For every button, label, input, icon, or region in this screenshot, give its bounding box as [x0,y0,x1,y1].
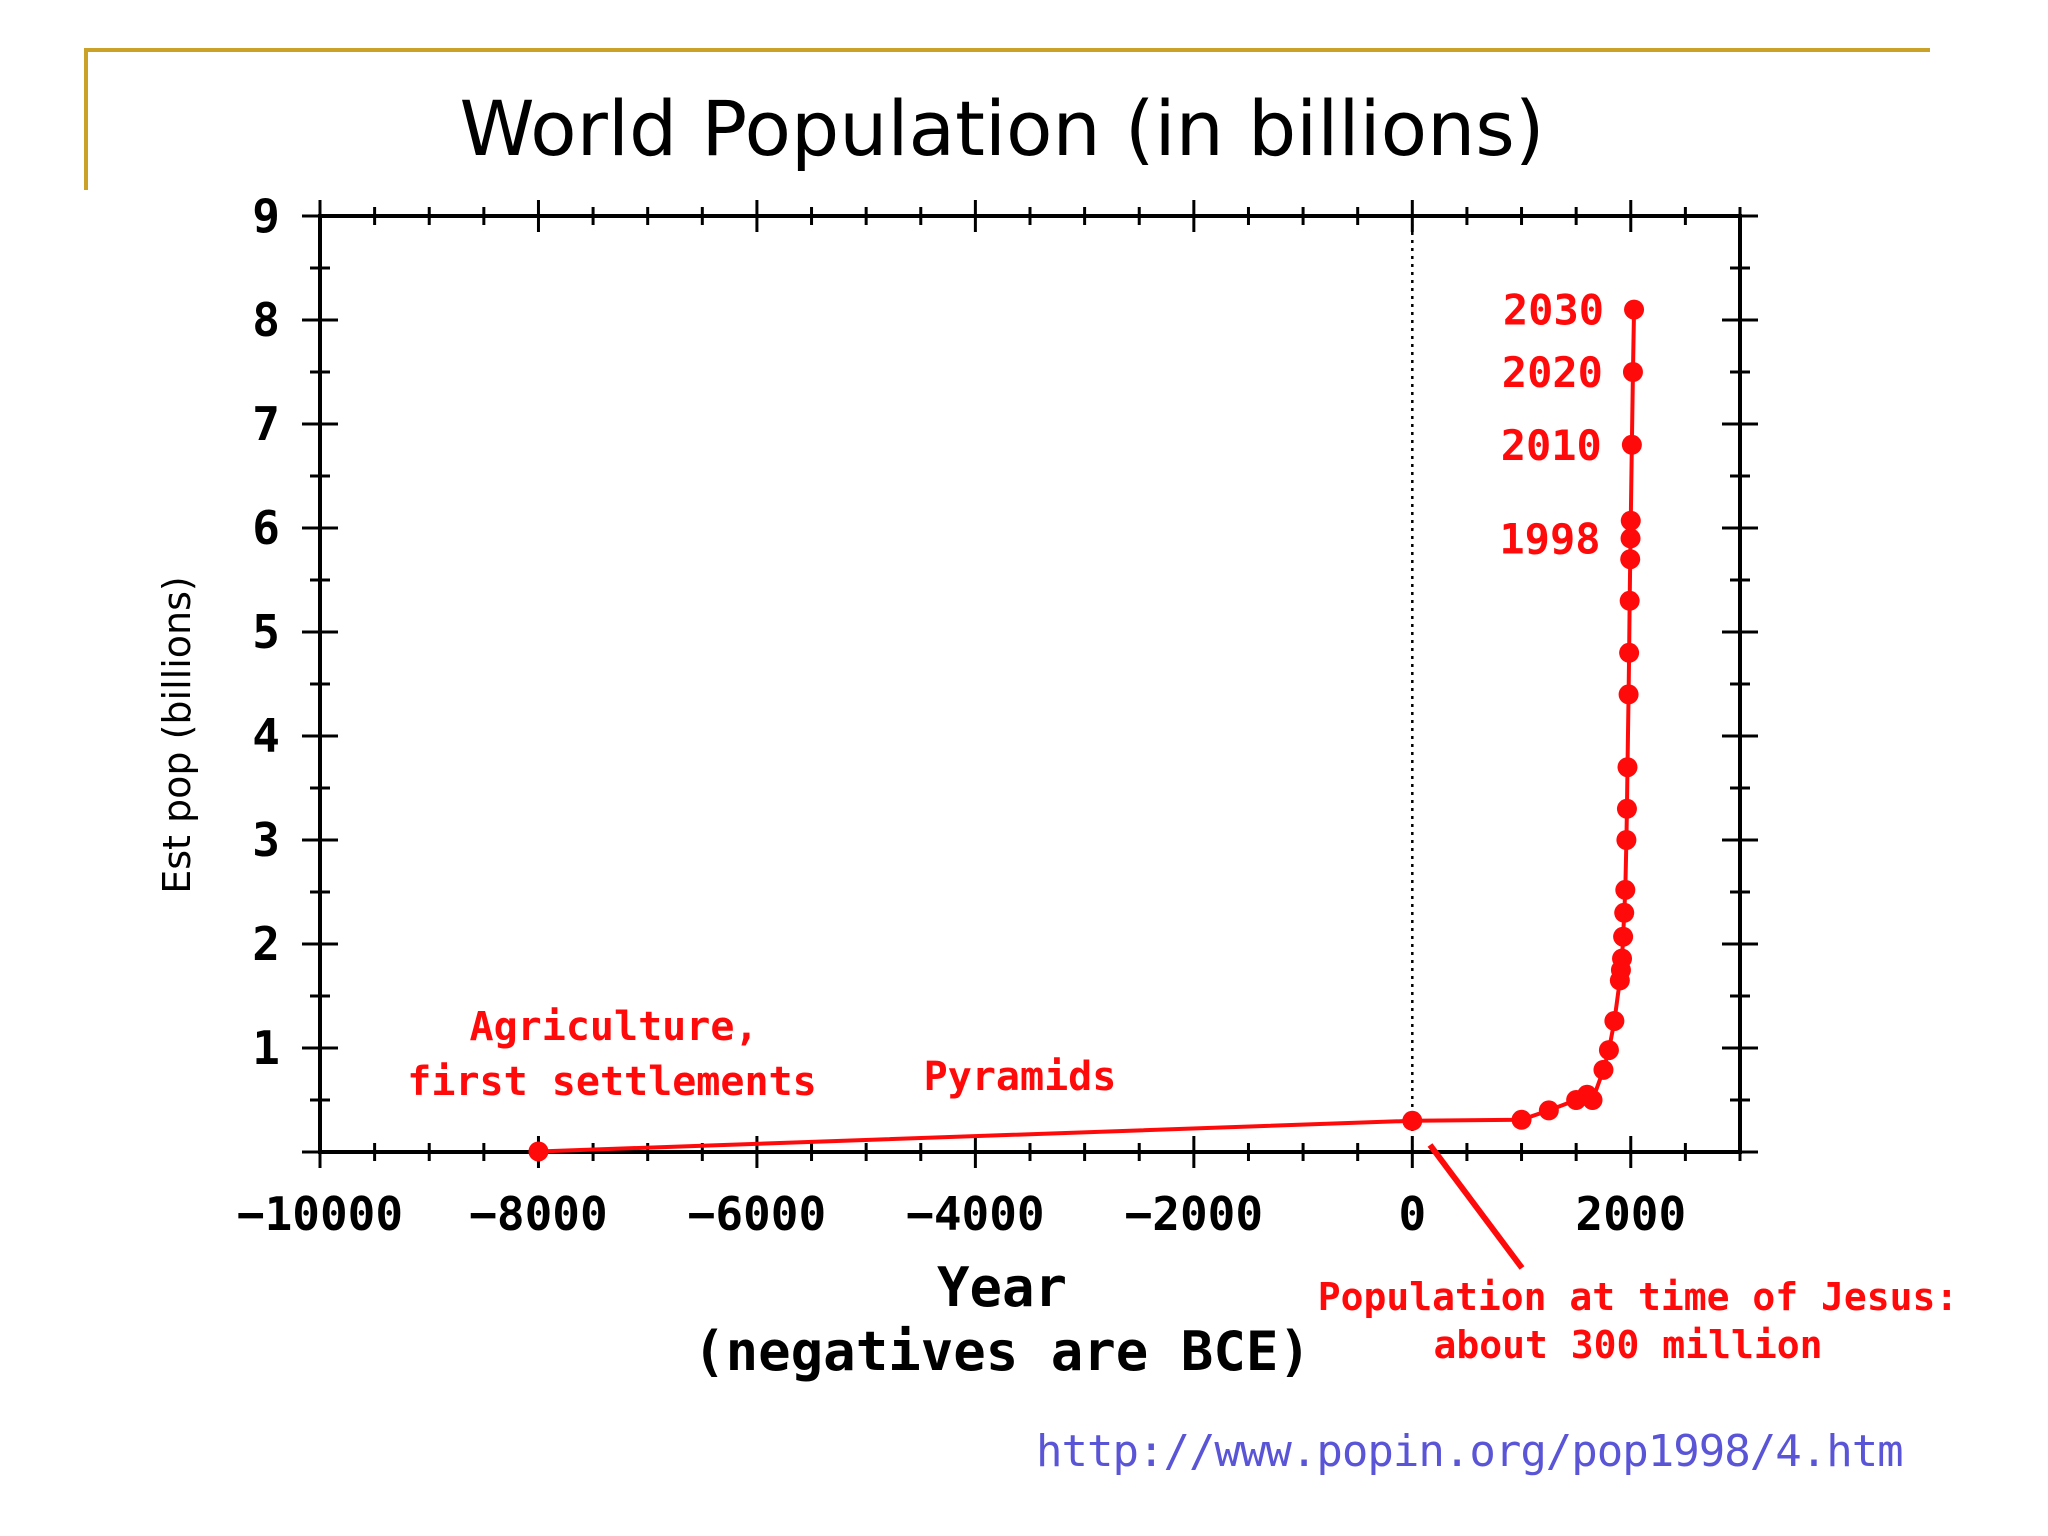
data-point [1620,528,1641,549]
slide-frame-top-border [84,48,1930,52]
point-label-1998: 1998 [1499,514,1600,563]
data-point [1614,902,1635,923]
x-axis-label: Year [937,1256,1067,1319]
data-point [1598,1040,1619,1061]
data-point [1621,434,1642,455]
y-axis-label: Est pop (billions) [155,576,199,894]
slide-frame-left-border [84,48,88,190]
data-point [1615,879,1636,900]
x-tick-label: 2000 [1575,1187,1686,1241]
annotation-jesus-line-2: about 300 million [1434,1323,1823,1367]
y-tick-label: 5 [252,605,280,659]
data-point [528,1141,549,1162]
year-point-labels: 2030 2020 2010 1998 [1499,286,1604,564]
axis-ticks [302,200,1758,1168]
x-tick-label: −8000 [469,1187,607,1241]
y-tick-label: 1 [252,1021,280,1075]
chart-title: World Population (in billions) [459,84,1544,173]
y-tick-label: 2 [252,917,280,971]
point-label-2020: 2020 [1502,348,1603,397]
data-point [1538,1100,1559,1121]
x-tick-label: 0 [1398,1187,1426,1241]
data-point [1624,299,1645,320]
data-point [1616,830,1637,850]
point-label-2030: 2030 [1503,286,1604,335]
source-url: http://www.popin.org/pop1998/4.htm [1036,1426,1904,1477]
annotation-pyramids-line-1: Pyramids [924,1054,1117,1100]
y-axis-tick-labels: 1 2 3 4 5 6 7 8 9 [252,189,280,1075]
annotation-jesus-pointer-line [1427,1143,1525,1270]
point-label-2010: 2010 [1501,421,1602,470]
data-point [1617,757,1638,778]
y-tick-label: 6 [252,501,280,555]
y-tick-label: 4 [252,709,280,763]
data-point [1616,798,1637,819]
data-point [1593,1059,1614,1080]
data-point [1511,1109,1532,1130]
data-point [1613,926,1634,947]
data-point [1582,1090,1603,1110]
y-tick-label: 7 [252,397,280,451]
data-point [1402,1110,1423,1131]
data-point [1619,590,1640,611]
y-tick-label: 3 [252,813,280,867]
data-point [1622,362,1643,382]
annotation-agriculture-line-1: Agriculture, [470,1004,759,1050]
y-tick-label: 9 [252,189,280,243]
x-axis-label-note: (negatives are BCE) [693,1320,1311,1383]
x-tick-label: −10000 [237,1187,403,1241]
data-point [1620,510,1641,531]
x-tick-label: −2000 [1125,1187,1263,1241]
data-point [1620,549,1641,570]
x-tick-label: −6000 [688,1187,826,1241]
annotation-agriculture-line-2: first settlements [407,1059,816,1105]
x-tick-label: −4000 [906,1187,1044,1241]
annotation-agriculture: Agriculture, first settlements [407,1004,816,1105]
plot-area-frame [318,214,1742,1154]
data-point [1612,948,1633,969]
x-axis-tick-labels: −10000 −8000 −6000 −4000 −2000 0 2000 [237,1187,1686,1241]
annotation-jesus-line-1: Population at time of Jesus: [1318,1275,1959,1319]
data-point [1604,1010,1625,1031]
population-series-points [528,299,1645,1162]
y-tick-label: 8 [252,293,280,347]
data-point [1619,642,1640,663]
data-point [1618,684,1639,705]
annotation-jesus-population: Population at time of Jesus: about 300 m… [1318,1275,1959,1367]
annotation-pyramids: Pyramids [924,1054,1117,1100]
